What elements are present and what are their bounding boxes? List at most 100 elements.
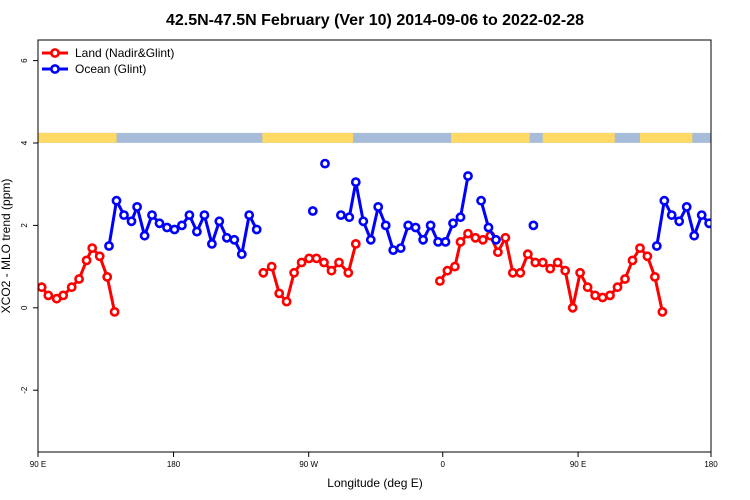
y-tick-label: 4	[20, 140, 29, 145]
data-point	[491, 234, 501, 245]
data-point	[696, 210, 707, 220]
data-point	[612, 282, 623, 293]
data-point	[492, 247, 503, 258]
data-point	[477, 234, 488, 245]
data-point	[575, 267, 585, 278]
data-point	[335, 210, 346, 220]
data-point	[605, 290, 615, 301]
data-point	[642, 251, 653, 262]
data-point	[666, 210, 677, 220]
data-point	[221, 232, 232, 243]
y-tick-label: -2	[20, 386, 29, 394]
data-point	[320, 158, 330, 169]
data-point	[58, 290, 69, 301]
data-point	[500, 232, 511, 243]
legend-label: Land (Nadir&Glint)	[75, 46, 174, 60]
data-point	[455, 212, 466, 223]
data-point	[560, 265, 571, 276]
data-point	[43, 290, 54, 301]
data-point	[38, 282, 47, 293]
data-point	[154, 218, 165, 229]
data-point	[530, 257, 541, 268]
data-point	[214, 216, 225, 227]
land-band-segment	[451, 132, 530, 143]
ocean-band	[38, 132, 711, 143]
x-axis-label: Longitude (deg E)	[327, 476, 422, 490]
data-point	[229, 234, 240, 245]
data-point	[476, 195, 486, 206]
data-point	[162, 222, 172, 233]
land-band-segment	[38, 132, 117, 143]
data-point	[206, 238, 217, 249]
y-tick-label: 0	[20, 305, 29, 310]
data-point	[132, 201, 142, 212]
data-point	[455, 236, 466, 247]
data-point	[410, 222, 421, 233]
series-ocean	[104, 158, 720, 260]
x-tick-label: 180	[167, 460, 181, 469]
data-point	[102, 271, 113, 282]
y-tick-label: 2	[20, 223, 29, 228]
data-point	[440, 236, 451, 247]
data-point	[470, 232, 481, 243]
data-point	[307, 206, 318, 216]
data-point	[274, 288, 285, 299]
data-point	[713, 224, 720, 231]
data-point	[104, 241, 114, 251]
data-point	[176, 220, 187, 231]
data-point	[326, 265, 337, 276]
data-point	[620, 274, 630, 284]
data-point	[507, 267, 518, 278]
data-point	[111, 195, 122, 206]
x-tick-label: 180	[704, 460, 718, 469]
y-tick-label: 6	[20, 58, 29, 63]
data-point	[87, 243, 98, 253]
series-layer	[38, 158, 720, 317]
data-point	[650, 271, 660, 282]
data-point	[528, 220, 539, 231]
data-point	[463, 171, 473, 181]
data-point	[94, 251, 105, 262]
data-point	[515, 267, 526, 278]
data-point	[199, 210, 210, 220]
axes: 90 E 180 90 W 0 90 E 180 -2 0 2 4 6	[20, 58, 718, 469]
data-point	[350, 177, 361, 187]
y-axis-label: XCO2 - MLO trend (ppm)	[0, 179, 13, 314]
legend-marker	[50, 48, 60, 58]
data-point	[365, 234, 376, 245]
data-point	[373, 201, 384, 212]
data-point	[358, 216, 369, 227]
data-point	[448, 218, 458, 229]
data-point	[590, 290, 600, 301]
data-point	[674, 216, 685, 227]
data-point	[334, 257, 344, 268]
chart-title: 42.5N-47.5N February (Ver 10) 2014-09-06…	[166, 12, 584, 29]
data-point	[244, 210, 255, 220]
legend-label: Ocean (Glint)	[75, 62, 146, 76]
data-point	[463, 228, 473, 239]
data-point	[258, 267, 269, 278]
data-point	[651, 241, 662, 251]
data-point	[66, 282, 77, 293]
surface-band	[38, 132, 711, 143]
data-point	[545, 263, 556, 274]
data-point	[184, 210, 195, 220]
data-point	[483, 222, 494, 233]
data-point	[289, 267, 299, 278]
data-point	[418, 234, 428, 245]
data-point	[388, 245, 399, 255]
data-point	[296, 257, 307, 268]
data-point	[266, 261, 277, 272]
data-point	[425, 220, 436, 231]
data-point	[449, 261, 460, 272]
data-point	[537, 257, 548, 268]
data-point	[147, 210, 157, 220]
data-point	[552, 257, 563, 268]
data-point	[344, 212, 355, 223]
legend: Land (Nadir&Glint) Ocean (Glint)	[42, 46, 174, 76]
data-point	[343, 267, 354, 278]
plot-frame	[37, 39, 712, 453]
data-point	[119, 210, 129, 220]
x-tick-label: 90 E	[570, 460, 586, 469]
